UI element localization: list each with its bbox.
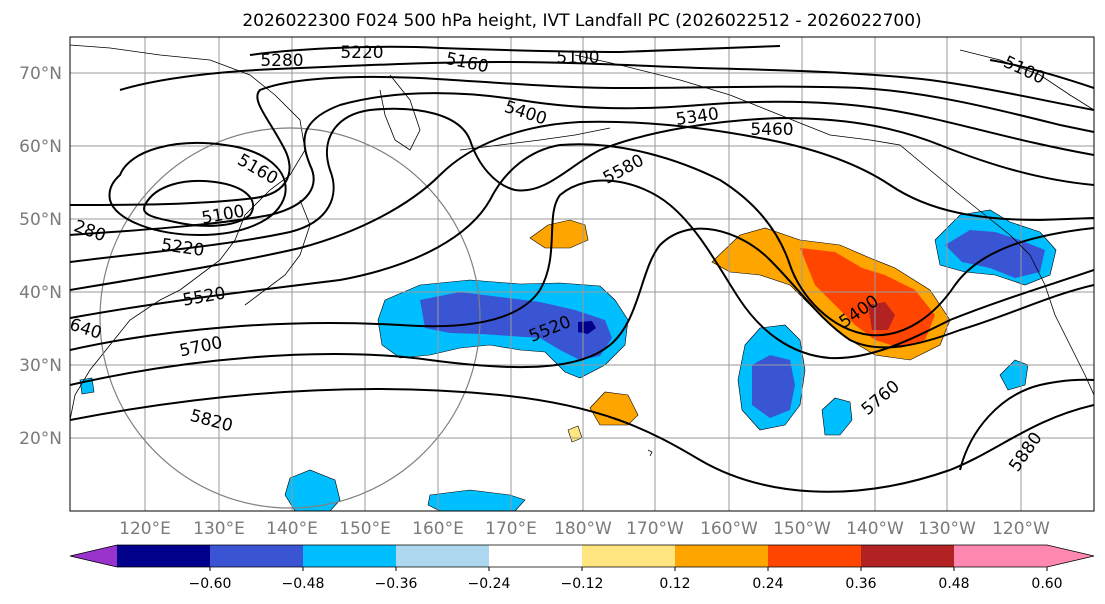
- lon-label: 120°E: [119, 519, 171, 539]
- colorbar-tick-label: −0.48: [282, 576, 325, 592]
- lon-label: 130°W: [918, 519, 976, 539]
- coast-na-west: [1029, 254, 1094, 396]
- contour: [70, 120, 1094, 291]
- contour: [70, 227, 1094, 386]
- map-background: [70, 37, 1094, 511]
- colorbar-tick-label: −0.12: [561, 576, 604, 592]
- contour-label: 5280: [260, 51, 303, 71]
- lon-label: 170°W: [626, 519, 684, 539]
- shade-blue-south: [821, 397, 853, 436]
- colorbar-segment: [861, 545, 955, 567]
- shade-red-pos: [800, 248, 935, 348]
- colorbar-tick-label: 0.24: [752, 576, 783, 592]
- colorbar-segment: [954, 545, 1048, 567]
- coast-japan: [244, 199, 311, 306]
- contour: [108, 142, 287, 237]
- contour: [70, 143, 1094, 337]
- longitude-labels: 120°E 130°E 140°E 150°E 160°E 170°E 180°…: [119, 519, 1050, 539]
- shade-blue-s: [427, 489, 526, 511]
- shade-blue-mid: [420, 292, 612, 360]
- lon-label: 160°E: [412, 519, 464, 539]
- contour-label: 5100: [556, 48, 599, 68]
- lon-label: 170°E: [485, 519, 537, 539]
- colorbar-tick-label: −0.24: [468, 576, 511, 592]
- colorbar-tick-label: −0.60: [189, 576, 232, 592]
- lon-label: 150°W: [773, 519, 831, 539]
- lat-label: 50°N: [19, 210, 62, 230]
- contour: [70, 179, 1094, 360]
- contour: [119, 60, 1094, 111]
- colorbar-segment: [117, 545, 211, 567]
- colorbar-tick-label: 0.60: [1031, 576, 1062, 592]
- colorbar-segment: [210, 545, 304, 567]
- colorbar-outline: [69, 544, 1095, 568]
- coast-kamchatka: [379, 74, 421, 151]
- coastlines: [70, 44, 1094, 457]
- lat-label: 70°N: [19, 64, 62, 84]
- contour-label: 5460: [750, 120, 793, 140]
- colorbar-segments: [117, 545, 1048, 567]
- lon-label: 140°W: [846, 519, 904, 539]
- shade-orange-small-2: [589, 391, 639, 426]
- colorbar-tick-label: 0.36: [845, 576, 876, 592]
- contour: [249, 45, 781, 56]
- coast-aleutians: [459, 127, 611, 151]
- contour: [143, 179, 255, 227]
- lon-label: 150°E: [339, 519, 391, 539]
- lon-label: 120°W: [992, 519, 1050, 539]
- latitude-labels: 70°N 60°N 50°N 40°N 30°N 20°N: [19, 64, 62, 449]
- lat-label: 60°N: [19, 137, 62, 157]
- lat-label: 30°N: [19, 356, 62, 376]
- lon-label: 130°E: [193, 519, 245, 539]
- colorbar-segment: [582, 545, 676, 567]
- coast-hawaii: [647, 449, 653, 457]
- colorbar-segment: [768, 545, 862, 567]
- colorbar-segment: [675, 545, 769, 567]
- contour: [959, 378, 1094, 471]
- contour-label: 5220: [340, 43, 383, 63]
- lat-label: 40°N: [19, 283, 62, 303]
- contour: [70, 107, 1094, 263]
- colorbar-tick-label: 0.48: [938, 576, 969, 592]
- colorbar-ticks: −0.60 −0.48 −0.36 −0.24 −0.12 0.12 0.24 0.36 0.4…: [189, 567, 1063, 592]
- height-contours: [70, 45, 1094, 493]
- range-ring: [99, 127, 481, 509]
- contour: [70, 388, 1094, 493]
- colorbar-tick-label: −0.36: [375, 576, 418, 592]
- contour: [70, 92, 1094, 236]
- coast-alaska: [574, 54, 1031, 256]
- contour: [70, 75, 1094, 206]
- colorbar-segment: [396, 545, 490, 567]
- colorbar-extend-low: [70, 545, 117, 567]
- colorbar-segment: [303, 545, 397, 567]
- map-frame: [69, 36, 1095, 512]
- colorbar-tick-label: 0.12: [659, 576, 690, 592]
- shade-blue-central-mid: [752, 355, 795, 418]
- colorbar: −0.60 −0.48 −0.36 −0.24 −0.12 0.12 0.24 0.36 0.4…: [69, 544, 1095, 592]
- colorbar-segment: [489, 545, 583, 567]
- lat-label: 20°N: [19, 429, 62, 449]
- coast-arctic-ne: [959, 49, 1094, 111]
- lon-label: 160°W: [700, 519, 758, 539]
- shade-blue-sw: [284, 469, 341, 511]
- map-panel: 5280 5220 5160 5100 5400 5340 5460 5580 …: [69, 36, 1095, 512]
- colorbar-extend-high: [1047, 545, 1094, 567]
- lon-label: 180°W: [554, 519, 612, 539]
- lon-label: 140°E: [266, 519, 318, 539]
- figure-title: 2026022300 F024 500 hPa height, IVT Land…: [242, 11, 921, 31]
- contour: [989, 59, 1094, 89]
- coast-asia: [70, 44, 306, 421]
